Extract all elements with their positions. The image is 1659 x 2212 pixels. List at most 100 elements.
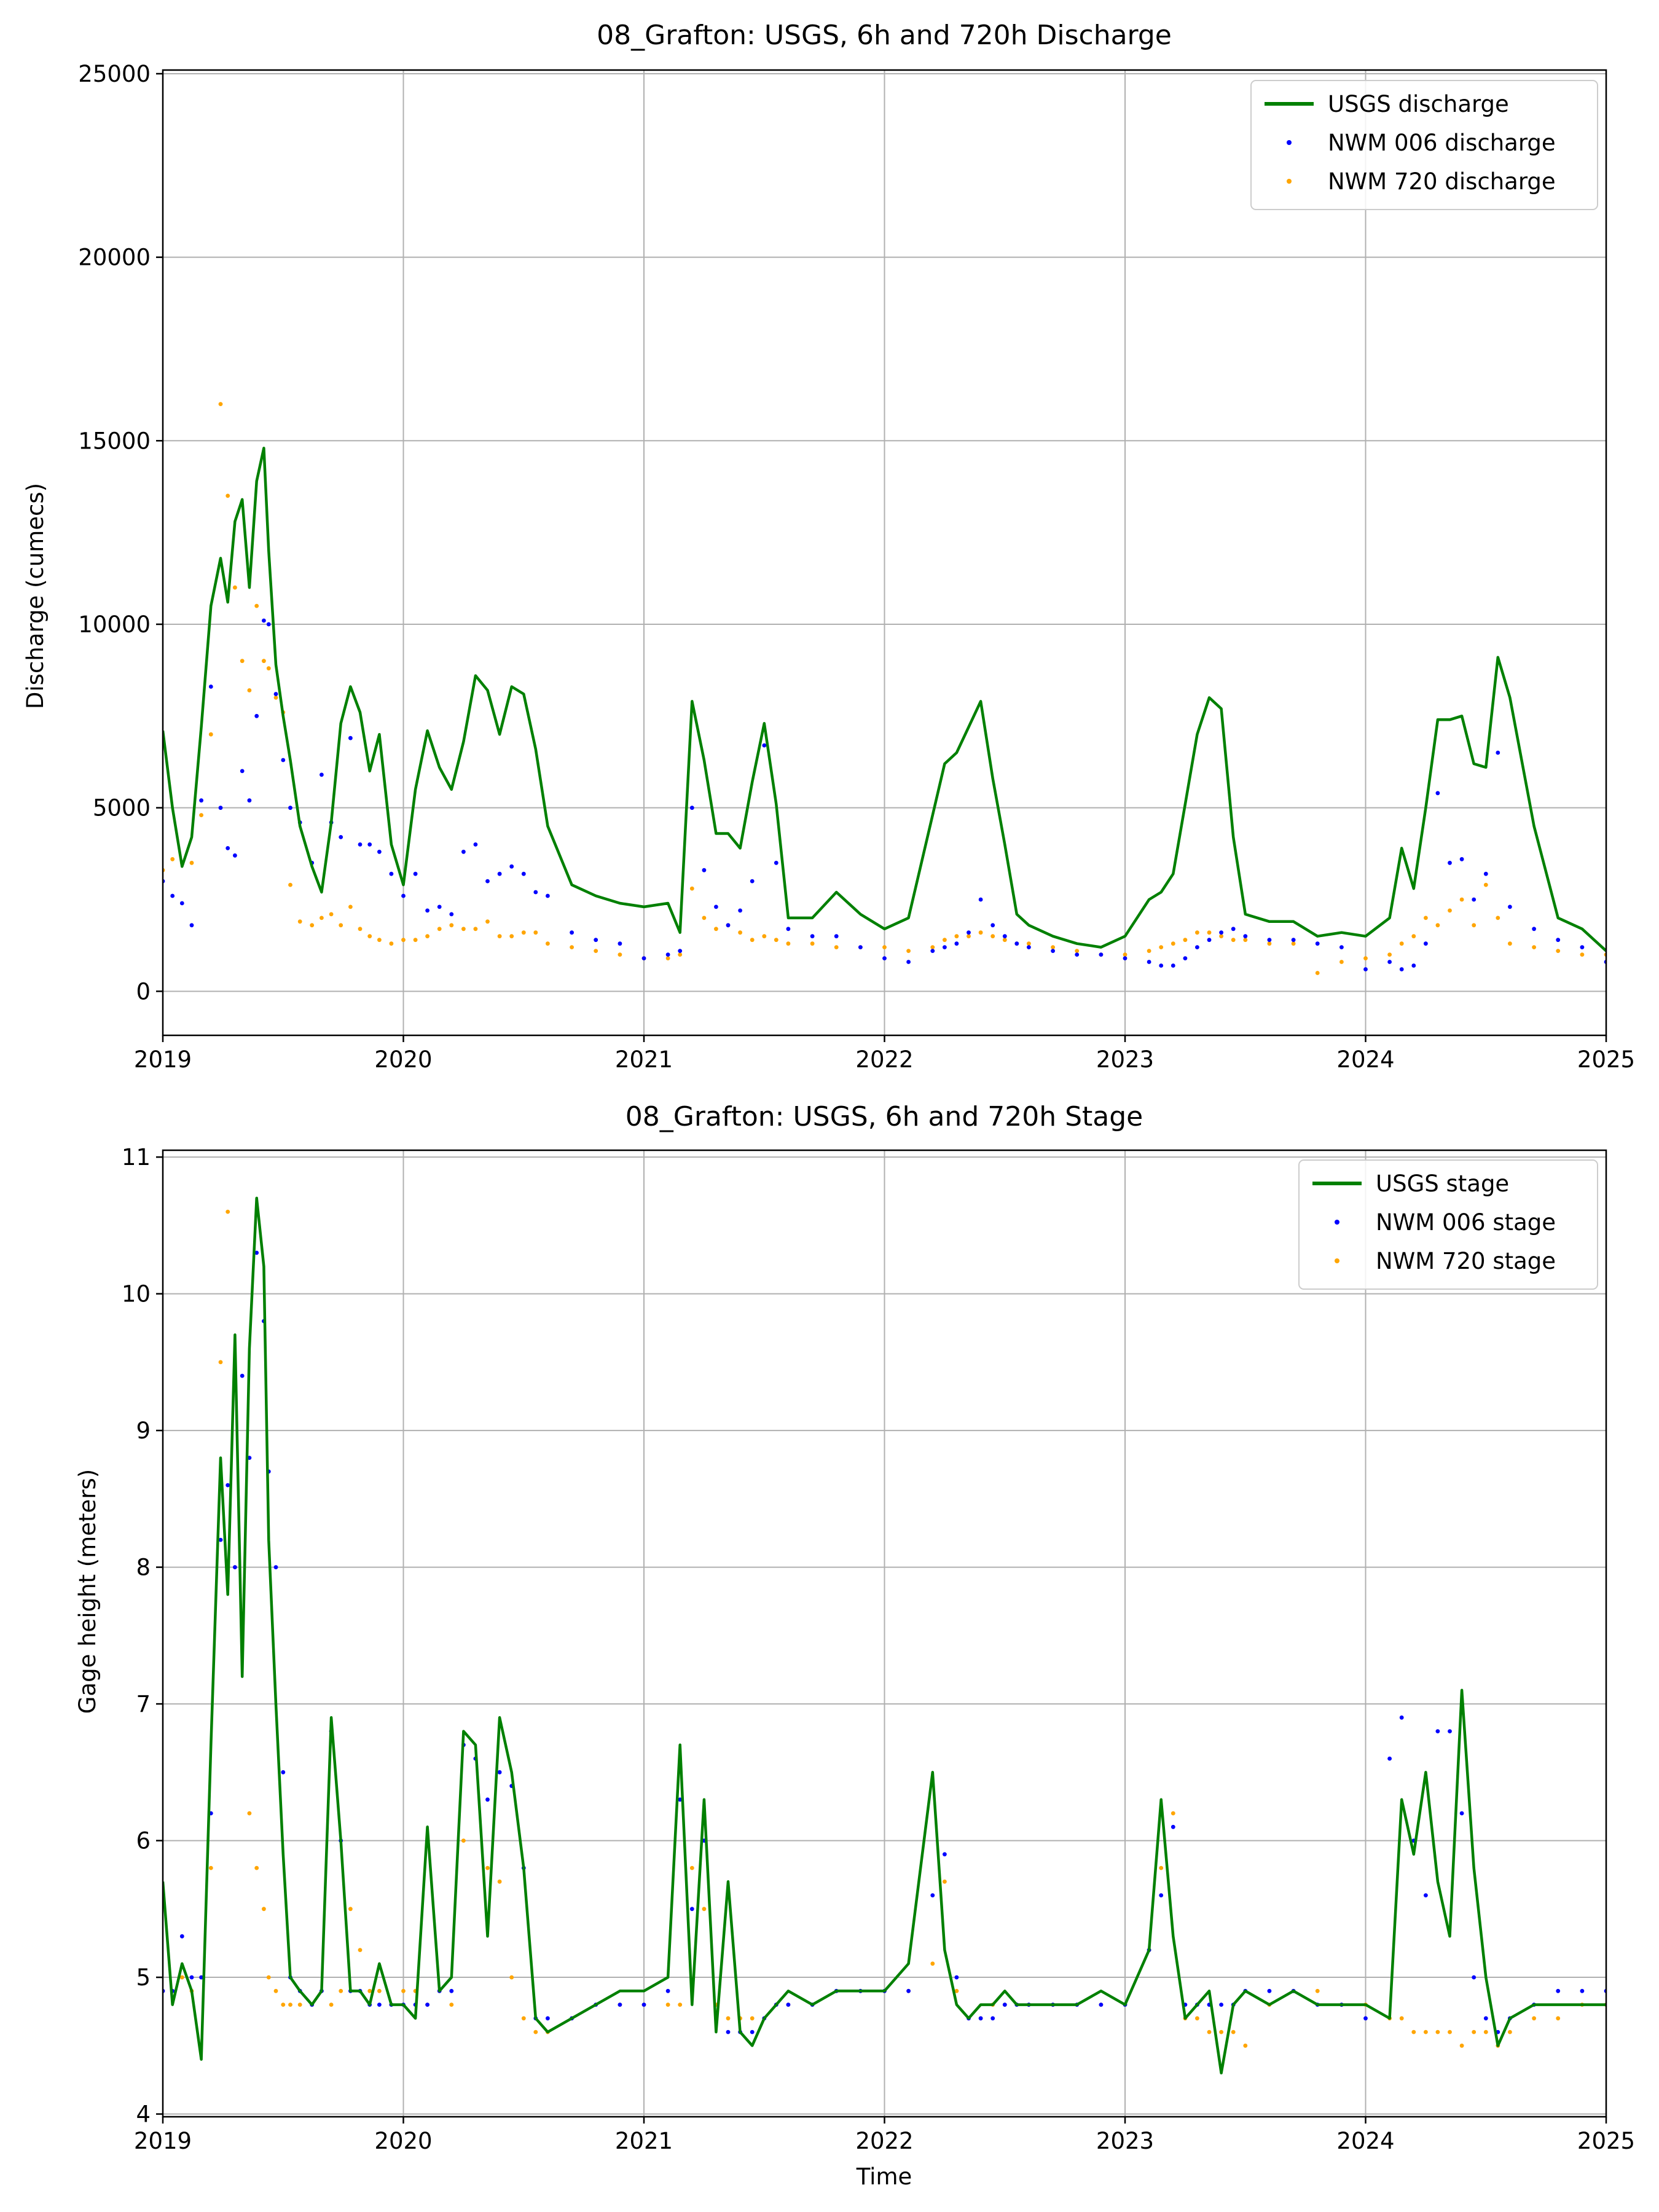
stage-y-tick-label: 9 (136, 1418, 151, 1444)
stage-series-nwm-006-stage-point (233, 1565, 237, 1570)
stage-y-tick-label: 4 (136, 2101, 151, 2128)
discharge-series-nwm-720-discharge-point (1051, 945, 1055, 949)
stage-series-nwm-720-stage-point (226, 1209, 230, 1214)
stage-y-tick-label: 7 (136, 1691, 151, 1717)
discharge-series-nwm-720-discharge-point (750, 938, 755, 943)
stage-series-nwm-006-stage-point (750, 2030, 755, 2034)
discharge-series-nwm-006-discharge-point (1291, 938, 1296, 943)
discharge-series-nwm-720-discharge-point (665, 956, 670, 960)
stage-series-nwm-720-stage-point (358, 1948, 363, 1953)
stage-series-layer (163, 1196, 1606, 2075)
stage-legend-box (1298, 1159, 1598, 1290)
stage-series-nwm-006-stage-point (678, 1797, 683, 1802)
stage-series-nwm-720-stage-point (1448, 2030, 1452, 2034)
discharge-series-nwm-720-discharge-point (1435, 923, 1440, 928)
discharge-series-nwm-006-discharge-point (413, 871, 418, 876)
discharge-x-tick-label: 2021 (615, 1046, 673, 1073)
stage-series-nwm-720-stage-point (930, 1961, 935, 1966)
discharge-series-nwm-720-discharge-point (1123, 952, 1128, 957)
stage-gridlines (162, 1150, 1607, 2117)
discharge-series-nwm-006-discharge-point (750, 879, 755, 884)
discharge-series-nwm-006-discharge-point (1002, 934, 1007, 939)
discharge-series-nwm-720-discharge-point (1207, 930, 1212, 935)
discharge-series-nwm-720-discharge-point (413, 938, 418, 943)
discharge-series-nwm-006-discharge-point (1123, 956, 1128, 960)
discharge-chart-panel: 08_Grafton: USGS, 6h and 720h Discharge … (22, 20, 1635, 1073)
stage-series-nwm-720-stage-point (297, 2002, 302, 2007)
discharge-series-nwm-006-discharge-point (233, 853, 237, 858)
discharge-series-nwm-720-discharge-point (533, 930, 538, 935)
discharge-series-nwm-006-discharge-point (1195, 945, 1199, 949)
discharge-series-nwm-720-discharge-point (1159, 945, 1164, 949)
discharge-series-nwm-720-discharge-point (1267, 941, 1272, 946)
discharge-series-nwm-006-discharge-point (1099, 952, 1104, 957)
discharge-series-nwm-006-discharge-point (906, 960, 911, 964)
discharge-series-nwm-006-discharge-point (882, 956, 887, 960)
discharge-y-tick-label: 5000 (93, 795, 151, 822)
stage-series-nwm-720-stage-point (1411, 2030, 1416, 2034)
discharge-series-nwm-720-discharge-point (990, 934, 995, 939)
discharge-series-nwm-720-discharge-point (266, 666, 271, 671)
discharge-series-nwm-720-discharge-point (702, 916, 707, 920)
discharge-series-nwm-006-discharge-point (786, 927, 791, 931)
discharge-plot-area (163, 402, 1606, 975)
stage-series-nwm-720-stage-point (1424, 2030, 1428, 2034)
discharge-series-nwm-720-discharge-point (1580, 952, 1585, 957)
stage-x-tick-label: 2023 (1096, 2128, 1154, 2154)
discharge-series-nwm-720-discharge-point (678, 952, 683, 957)
stage-series-nwm-006-stage-point (943, 1852, 947, 1857)
discharge-series-nwm-720-discharge-point (774, 938, 779, 943)
discharge-series-nwm-720-discharge-point (1219, 934, 1223, 939)
discharge-series-nwm-720-discharge-point (954, 934, 959, 939)
stage-series-nwm-720-stage-point (1483, 2030, 1488, 2034)
discharge-series-nwm-720-discharge-point (1171, 941, 1175, 946)
discharge-series-nwm-720-discharge-point (389, 941, 394, 946)
discharge-series-nwm-720-discharge-point (367, 934, 372, 939)
discharge-series-nwm-006-discharge-point (425, 908, 429, 913)
discharge-series-nwm-720-discharge-point (1459, 897, 1464, 902)
discharge-series-nwm-720-discharge-point (594, 949, 598, 953)
discharge-series-nwm-720-discharge-point (273, 696, 278, 700)
discharge-series-nwm-006-discharge-point (1580, 945, 1585, 949)
discharge-series-nwm-720-discharge-point (377, 938, 382, 943)
discharge-series-usgs-discharge-line (163, 447, 1606, 952)
stage-x-tick-label: 2024 (1336, 2128, 1394, 2154)
discharge-series-nwm-720-discharge-point (978, 930, 983, 935)
stage-series-nwm-006-stage-point (281, 1770, 286, 1775)
stage-series-nwm-720-stage-point (339, 1988, 343, 1993)
discharge-series-nwm-006-discharge-point (954, 941, 959, 946)
discharge-series-nwm-720-discharge-point (943, 938, 947, 943)
discharge-series-nwm-006-discharge-point (1424, 941, 1428, 946)
legend-nwm720-discharge-label: NWM 720 discharge (1328, 168, 1556, 195)
discharge-series-nwm-006-discharge-point (461, 849, 466, 854)
stage-series-nwm-720-stage-point (281, 2002, 286, 2007)
stage-series-nwm-720-stage-point (208, 1865, 213, 1870)
discharge-series-nwm-006-discharge-point (714, 904, 718, 909)
discharge-series-nwm-720-discharge-point (1411, 934, 1416, 939)
discharge-series-nwm-006-discharge-point (834, 934, 839, 939)
discharge-series-nwm-720-discharge-point (1075, 949, 1080, 953)
discharge-series-nwm-720-discharge-point (254, 603, 259, 608)
discharge-series-nwm-006-discharge-point (218, 806, 223, 810)
discharge-series-nwm-006-discharge-point (1339, 945, 1344, 949)
stage-series-nwm-006-stage-point (1556, 1988, 1561, 1993)
discharge-series-nwm-006-discharge-point (199, 798, 203, 803)
stage-series-nwm-720-stage-point (1159, 1865, 1164, 1870)
discharge-series-nwm-720-discharge-point (1448, 908, 1452, 913)
discharge-series-nwm-720-discharge-point (1399, 941, 1404, 946)
discharge-series-nwm-720-discharge-point (310, 923, 315, 928)
stage-series-nwm-006-stage-point (226, 1483, 230, 1488)
stage-x-tick-label: 2025 (1577, 2128, 1635, 2154)
discharge-series-nwm-720-discharge-point (618, 952, 622, 957)
discharge-series-nwm-006-discharge-point (1027, 945, 1031, 949)
stage-series-nwm-720-stage-point (1195, 2016, 1199, 2021)
discharge-y-tick-label: 15000 (78, 428, 151, 454)
legend-usgs-discharge-label: USGS discharge (1328, 91, 1509, 117)
discharge-series-nwm-006-discharge-point (1267, 938, 1272, 943)
discharge-series-nwm-006-discharge-point (618, 941, 622, 946)
discharge-x-tick-label: 2024 (1336, 1046, 1394, 1073)
stage-series-nwm-720-stage-point (273, 1988, 278, 1993)
discharge-series-nwm-006-discharge-point (1159, 963, 1164, 968)
